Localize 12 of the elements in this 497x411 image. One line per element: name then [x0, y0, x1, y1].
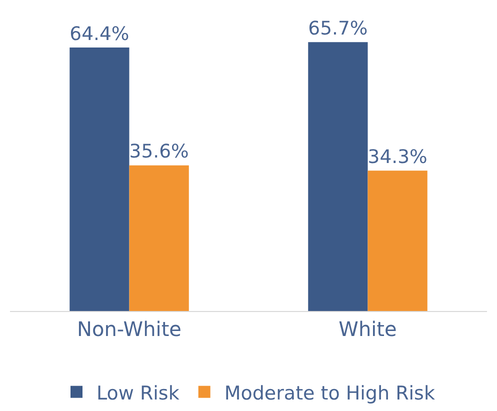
bar [308, 42, 368, 311]
legend-label: Low Risk [96, 382, 180, 404]
data-label: 65.7% [308, 18, 368, 40]
bar [368, 170, 428, 311]
bar [129, 165, 189, 311]
bar [70, 47, 130, 311]
data-label: 64.4% [70, 24, 130, 45]
x-tick-label: Non-White [77, 317, 182, 341]
data-label: 35.6% [129, 142, 189, 163]
x-tick-label: White [338, 317, 397, 341]
legend-label: Moderate to High Risk [224, 382, 435, 404]
data-label: 34.3% [368, 146, 428, 168]
